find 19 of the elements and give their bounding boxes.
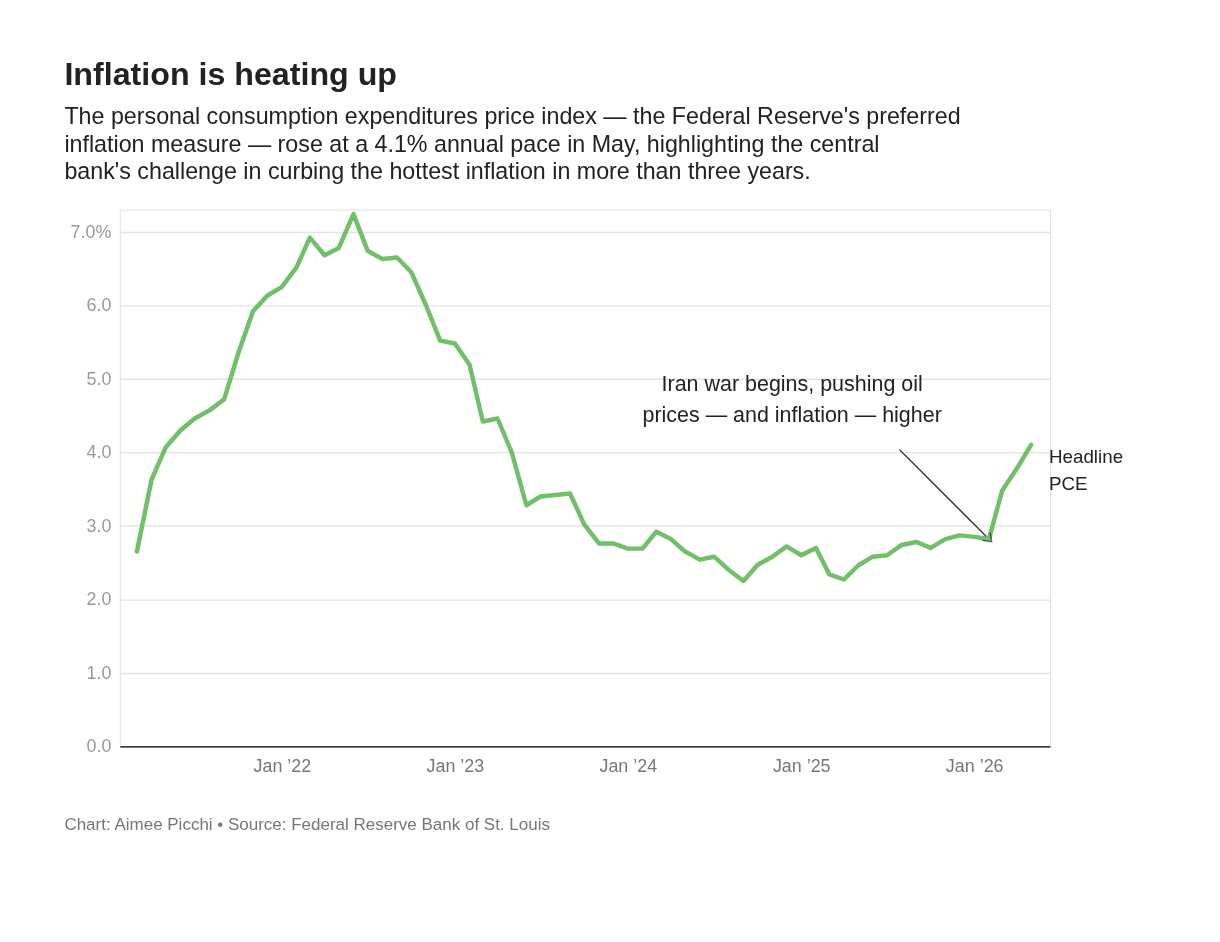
text: Chart: Aimee Picchi • Source: Federal Reserve Bank of St. Louis [64,814,550,834]
y-tick-label: 3.0 [86,515,112,536]
chart-subtitle: The personal consumption expenditures price index — the Federal Reserve's preferred inflation measure — rose at a 4.1% annual pace in May, highlighting the central bank's challenge in curbing the hottest inflation in more than three years. [64,102,961,185]
y-tick-label: 1.0 [86,662,112,683]
line-series [134,211,1034,584]
y-tick-label: 7.0% [70,221,112,242]
annotation: Iran war begins, pushing oil prices — and inflation — higher [642,372,942,427]
y-tick-label: 5.0 [86,368,112,389]
series-label: Headline PCE [1048,445,1124,494]
x-tick-label: Jan ’23 [426,755,485,776]
x-tick-label: Jan ’26 [945,755,1004,776]
y-tick-label: 6.0 [86,295,112,316]
y-tick-label: 2.0 [86,589,112,610]
y-tick-label: 0.0 [86,736,112,757]
x-tick-label: Jan ’25 [772,755,831,776]
x-tick-label: Jan ’24 [599,755,658,776]
chart-title: Inflation is heating up [64,56,397,93]
y-tick-label: 4.0 [86,442,112,463]
x-tick-label: Jan ’22 [253,755,312,776]
